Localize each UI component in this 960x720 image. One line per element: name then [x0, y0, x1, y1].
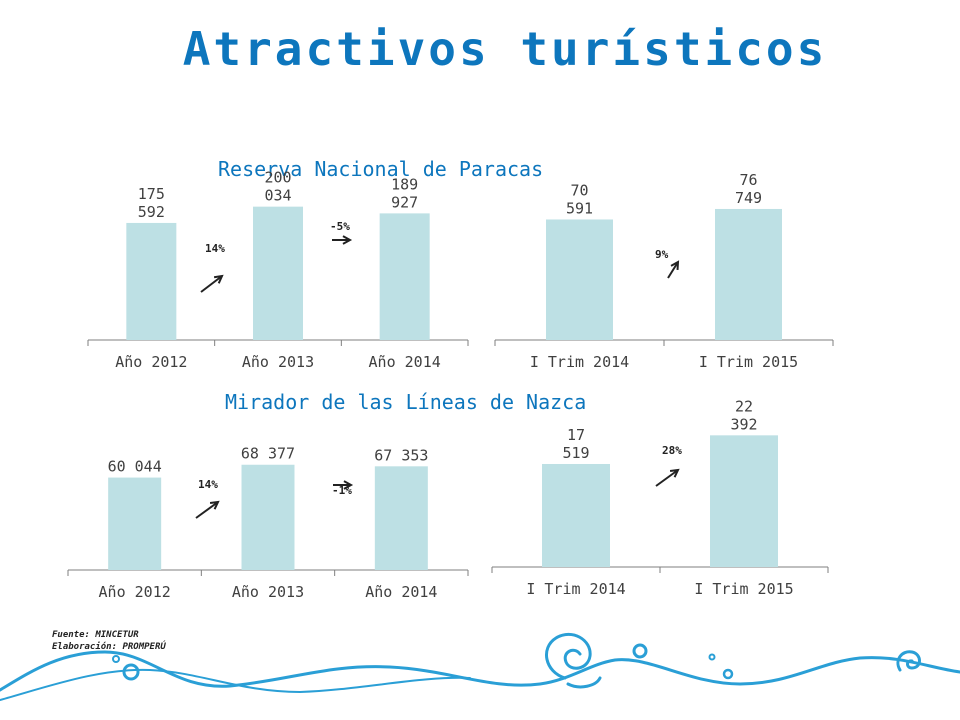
data-label: 60 044 [108, 458, 162, 476]
bar [379, 213, 430, 340]
growth-label: 9% [655, 248, 669, 261]
arrow-head-icon [669, 468, 680, 478]
data-label: 200 [264, 169, 291, 187]
data-label: 034 [264, 187, 291, 205]
data-label: 70 [570, 181, 588, 199]
x-tick-label: Año 2014 [369, 353, 441, 371]
bar [108, 477, 162, 570]
trend-arrow-icon [200, 275, 223, 293]
data-label: 17 [567, 426, 585, 444]
data-label: 175 [138, 185, 165, 203]
data-label: 519 [562, 444, 589, 462]
arrow-head-icon [342, 235, 353, 245]
bar [374, 466, 428, 570]
growth-label: 14% [205, 242, 225, 255]
growth-label: 28% [662, 444, 682, 457]
decorative-wave [0, 632, 960, 701]
subtitle-nazca: Mirador de las Líneas de Nazca [225, 390, 587, 414]
arrow-head-icon [209, 500, 220, 510]
bar [241, 464, 295, 570]
data-label: 592 [138, 203, 165, 221]
growth-label: 14% [198, 478, 218, 491]
page-title: Atractivos turísticos [182, 22, 828, 76]
trend-arrow-icon [655, 469, 679, 487]
x-tick-label: Año 2014 [365, 583, 437, 601]
data-label: 76 [739, 171, 757, 189]
x-tick-label: I Trim 2015 [694, 580, 793, 598]
trend-arrow-icon [667, 261, 679, 279]
x-tick-label: I Trim 2015 [699, 353, 798, 371]
x-tick-label: Año 2013 [232, 583, 304, 601]
subtitle-paracas: Reserva Nacional de Paracas [218, 157, 544, 181]
bar [126, 222, 177, 340]
data-label: 189 [391, 175, 418, 193]
bar [710, 435, 778, 567]
data-label: 68 377 [241, 445, 295, 463]
bar [715, 208, 782, 340]
x-tick-label: Año 2012 [115, 353, 187, 371]
trend-arrow-icon [195, 501, 219, 519]
data-label: 927 [391, 193, 418, 211]
data-label: 749 [735, 189, 762, 207]
bar [542, 463, 610, 567]
data-label: 591 [566, 199, 593, 217]
credits-label: Elaboración: PROMPERÚ [52, 642, 166, 652]
arrow-head-icon [213, 274, 224, 284]
x-tick-label: I Trim 2014 [530, 353, 629, 371]
bar [253, 206, 303, 340]
data-label: 392 [730, 415, 757, 433]
data-label: 67 353 [374, 446, 428, 464]
growth-label: -5% [330, 220, 350, 233]
arrow-head-icon [670, 260, 680, 271]
bar [546, 219, 613, 340]
x-tick-label: Año 2013 [242, 353, 314, 371]
source-label: Fuente: MINCETUR [52, 630, 139, 640]
arrow-head-icon [343, 480, 354, 490]
x-tick-label: Año 2012 [99, 583, 171, 601]
data-label: 22 [735, 397, 753, 415]
chart-nazca-annual: 60 044 Año 2012 68 377 Año 2013 67 353 Año 20… [67, 445, 469, 601]
x-tick-label: I Trim 2014 [526, 580, 625, 598]
